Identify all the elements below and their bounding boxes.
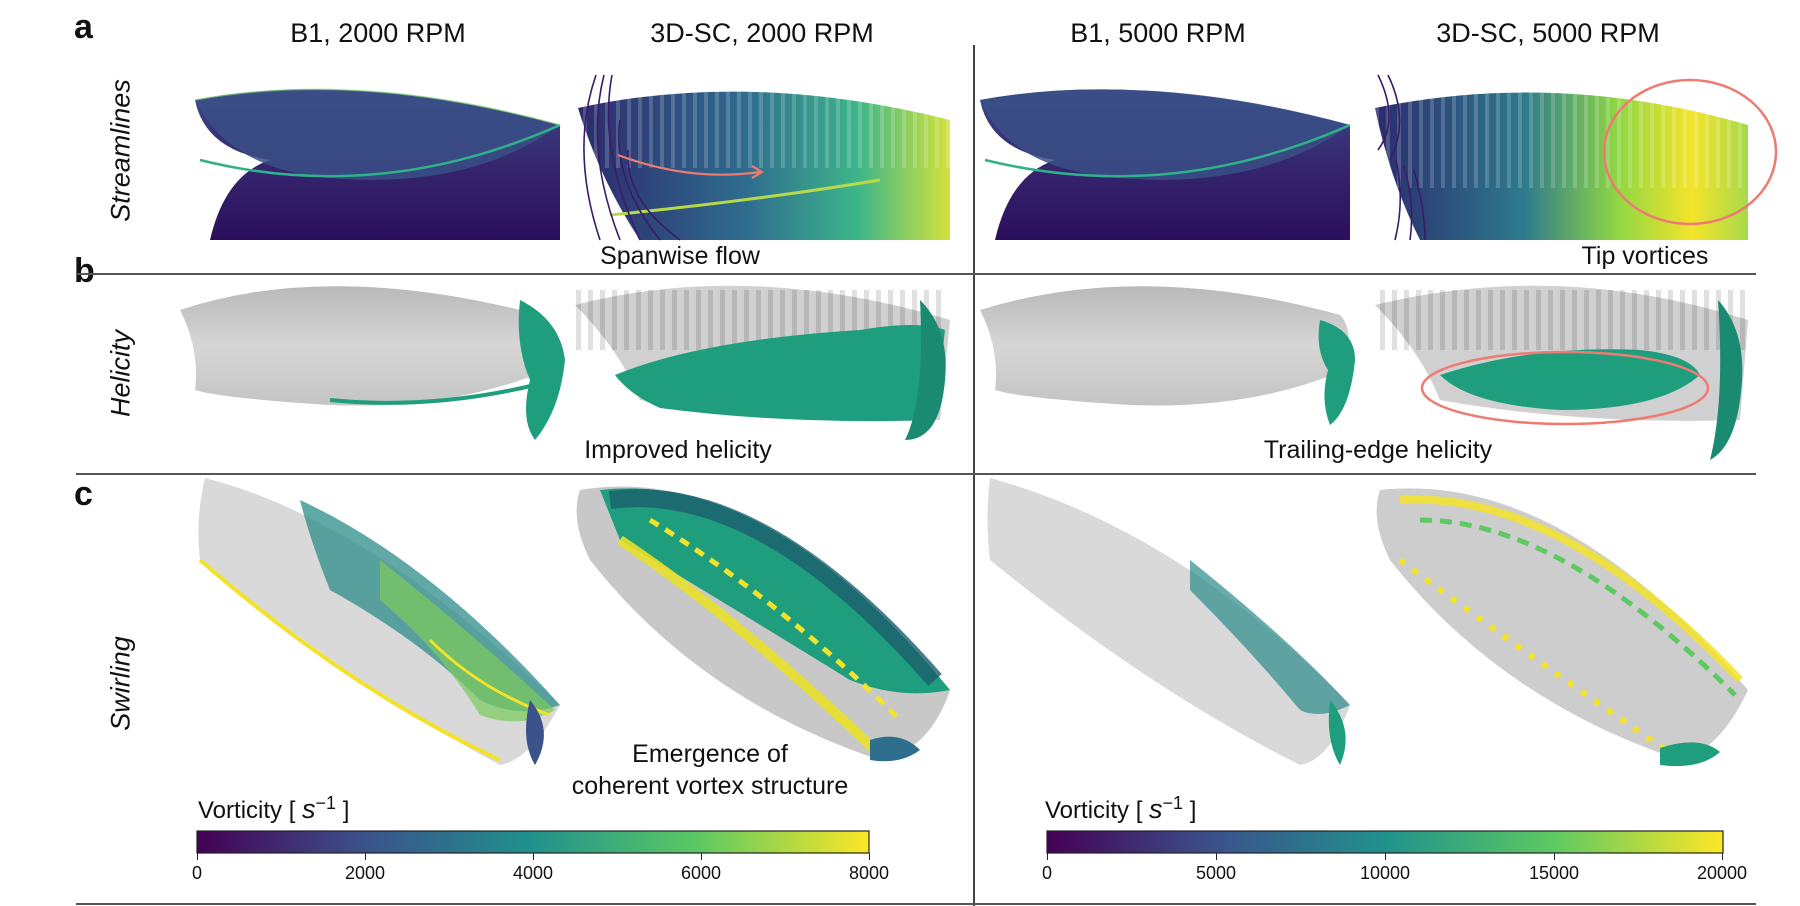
- colorbar-tick-mark: [1554, 853, 1555, 860]
- annotation-tip-vortices: Tip vortices: [1581, 242, 1709, 270]
- annotation-emergence-line1: Emergence of: [632, 740, 788, 768]
- colorbar-5000: [1046, 830, 1724, 854]
- colorbar-tick-label: 0: [191, 863, 203, 883]
- colorbar-title-5000: Vorticity [ s−1 ]: [1045, 793, 1197, 824]
- streamlines-b1-2000: [194, 88, 561, 240]
- helicity-b1-2000: [180, 286, 565, 440]
- colorbar-tick-label: 4000: [512, 863, 554, 883]
- colorbar-2000: [196, 830, 870, 854]
- colorbar-tick-mark: [197, 853, 198, 860]
- panel-letter-a: a: [74, 8, 93, 46]
- colorbar-tick-mark: [1385, 853, 1386, 860]
- swirling-3dsc-5000: [1376, 488, 1748, 767]
- colorbar-tick-mark: [365, 853, 366, 860]
- panel-letter-b: b: [74, 252, 95, 290]
- annotation-emergence: Emergence of coherent vortex structure: [540, 738, 880, 802]
- streamlines-3dsc-2000: [578, 74, 950, 241]
- colorbar-tick-label: 6000: [680, 863, 722, 883]
- colorbar-tick-mark: [869, 853, 870, 860]
- colorbar-title-2000: Vorticity [ s−1 ]: [198, 793, 350, 824]
- center-divider: [973, 45, 975, 906]
- colorbar-tick-mark: [1047, 853, 1048, 860]
- column-title-b1-5000: B1, 5000 RPM: [1070, 18, 1246, 48]
- swirling-b1-5000: [987, 478, 1350, 765]
- colorbar-tick-label: 2000: [344, 863, 386, 883]
- colorbar-tick-mark: [1722, 853, 1723, 860]
- annotation-trailing-edge-helicity: Trailing-edge helicity: [1263, 436, 1493, 464]
- colorbar-tick-mark: [533, 853, 534, 860]
- helicity-3dsc-2000: [575, 285, 950, 440]
- colorbar-tick-mark: [701, 853, 702, 860]
- annotation-spanwise-flow: Spanwise flow: [600, 242, 760, 270]
- column-title-3dsc-2000: 3D-SC, 2000 RPM: [650, 18, 874, 48]
- helicity-b1-5000: [980, 286, 1355, 425]
- streamlines-3dsc-5000: [1375, 74, 1778, 241]
- row-divider-bc: [76, 473, 1756, 475]
- colorbar-tick-label: 5000: [1195, 863, 1237, 883]
- swirling-b1-2000: [198, 478, 561, 765]
- streamlines-b1-5000: [980, 89, 1351, 240]
- colorbar-tick-mark: [1216, 853, 1217, 860]
- swirling-3dsc-2000: [576, 486, 950, 762]
- colorbar-tick-label: 0: [1041, 863, 1053, 883]
- colorbar-tick-label: 20000: [1696, 863, 1748, 883]
- helicity-3dsc-5000: [1375, 285, 1748, 460]
- row-divider-ab: [76, 273, 1756, 275]
- annotation-improved-helicity: Improved helicity: [584, 436, 772, 464]
- column-title-b1-2000: B1, 2000 RPM: [290, 18, 466, 48]
- column-title-3dsc-5000: 3D-SC, 5000 RPM: [1436, 18, 1660, 48]
- colorbar-tick-label: 15000: [1528, 863, 1580, 883]
- colorbar-tick-label: 10000: [1359, 863, 1411, 883]
- annotation-emergence-line2: coherent vortex structure: [571, 772, 849, 800]
- bottom-divider: [76, 903, 1756, 905]
- panel-letter-c: c: [74, 475, 93, 513]
- colorbar-tick-label: 8000: [848, 863, 890, 883]
